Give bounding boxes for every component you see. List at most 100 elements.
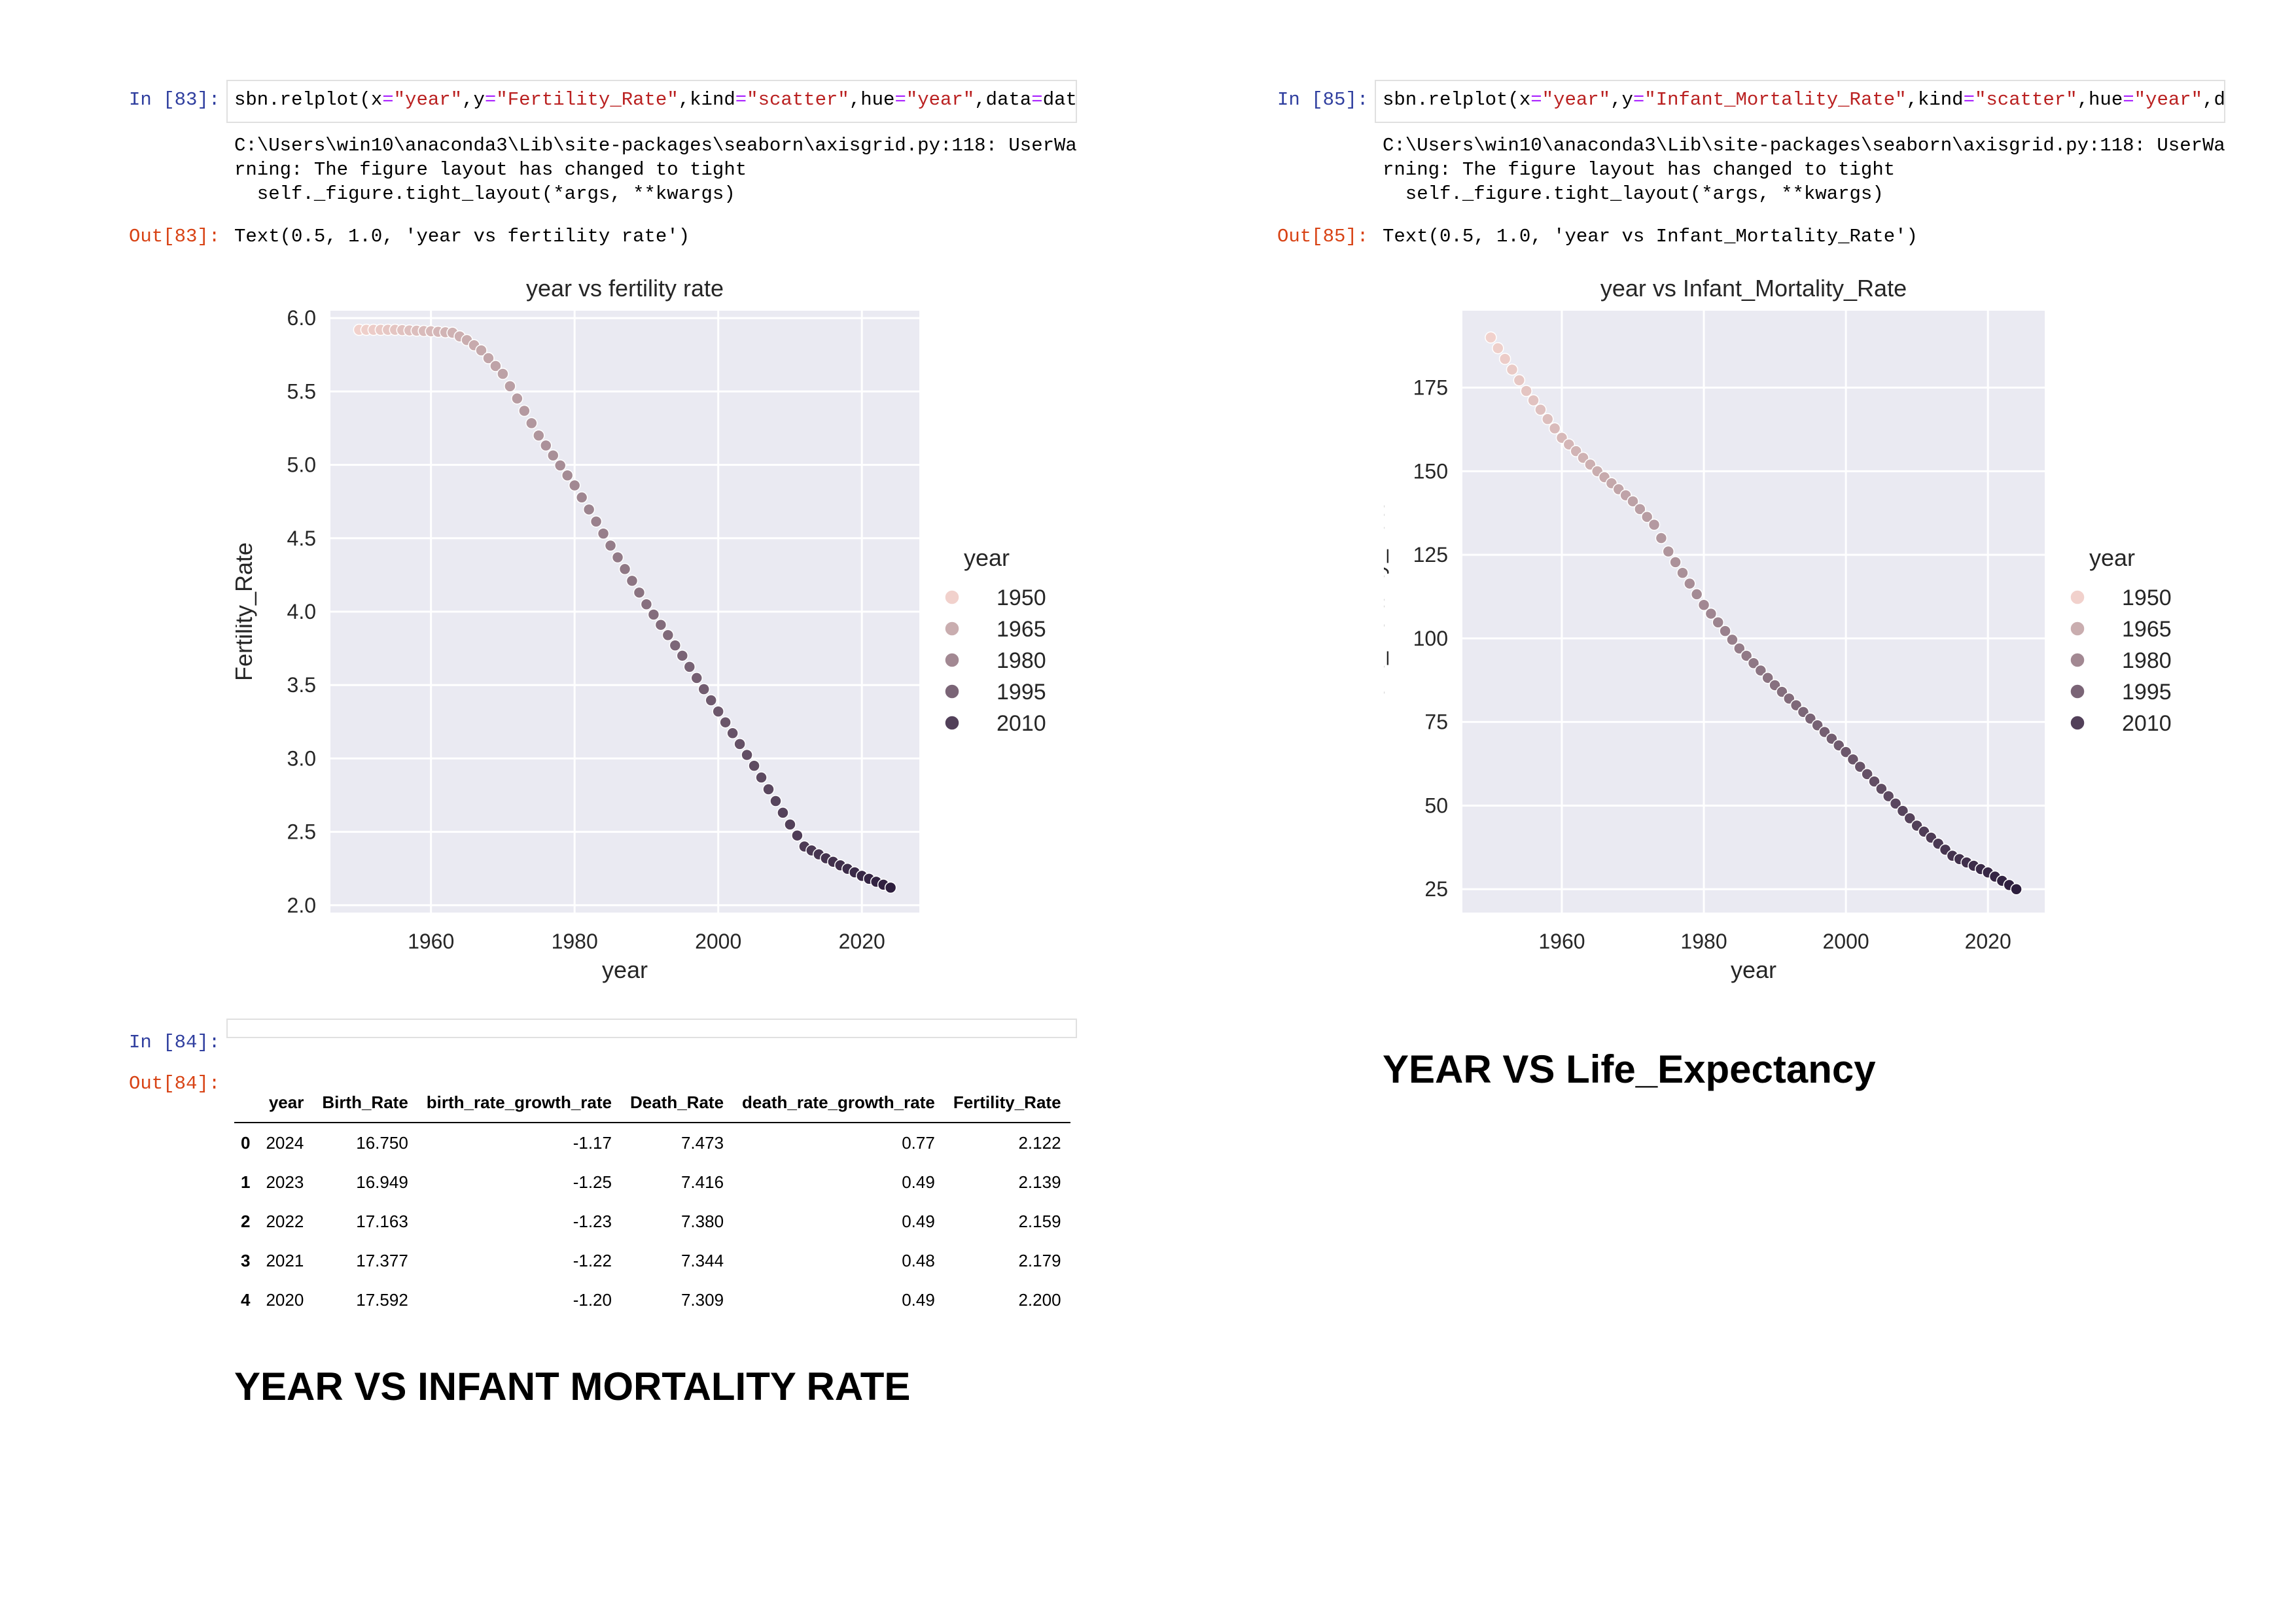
table-cell: 0.48	[902, 1250, 935, 1270]
input-prompt-83: In [83]:	[129, 89, 221, 111]
scatter-point	[1690, 588, 1703, 601]
y-tick-label: 4.0	[287, 600, 316, 623]
legend-marker	[944, 621, 960, 637]
legend-label: 1980	[2122, 648, 2172, 673]
y-tick-label: 3.5	[287, 673, 316, 697]
scatter-point	[1548, 422, 1561, 435]
y-tick-label: 2.5	[287, 820, 316, 844]
scatter-point	[1747, 657, 1760, 669]
scatter-point	[1719, 625, 1731, 637]
table-cell: 17.163	[356, 1211, 408, 1231]
code-token: data,	[1042, 89, 1077, 111]
scatter-point	[647, 608, 660, 621]
row-index: 2	[241, 1211, 251, 1231]
code-token: =	[1633, 89, 1645, 111]
table-cell: 16.750	[356, 1132, 408, 1153]
legend-label: 1950	[997, 585, 1046, 610]
scatter-point	[1740, 650, 1753, 662]
output-text-85: Text(0.5, 1.0, 'year vs Infant_Mortality…	[1383, 226, 1918, 247]
legend-marker	[2070, 589, 2085, 605]
scatter-point	[698, 683, 710, 695]
column-header: Death_Rate	[620, 1083, 733, 1123]
scatter-point	[1754, 664, 1767, 677]
dataframe-table: year Birth_Rate birth_rate_growth_rate Deat…	[234, 1083, 1070, 1312]
code-cell-85[interactable]: sbn.relplot(x="year",y="Infant_Mortality…	[1375, 80, 2225, 123]
legend-marker	[2070, 652, 2085, 668]
table-cell: -1.20	[573, 1289, 612, 1310]
legend-label: 1995	[997, 680, 1046, 705]
scatter-point	[504, 380, 516, 393]
column-header: death_rate_growth_rate	[733, 1083, 944, 1123]
scatter-point	[1733, 642, 1746, 655]
scatter-point	[511, 392, 523, 405]
table-cell: 2022	[266, 1211, 304, 1231]
scatter-point	[1498, 353, 1511, 365]
code-cell-84[interactable]	[226, 1019, 1077, 1038]
scatter-point	[582, 503, 595, 516]
y-tick-label: 100	[1413, 627, 1448, 650]
code-token: "year"	[393, 89, 463, 111]
scatter-point	[1634, 503, 1646, 515]
scatter-point	[769, 795, 782, 807]
output-prompt-83: Out[83]:	[129, 226, 221, 247]
code-token: ,hue	[2077, 89, 2123, 111]
scatter-point	[618, 563, 631, 576]
scatter-point	[1861, 768, 1873, 780]
table-row: 4 2020 17.592 -1.20 7.309 0.49 2.200	[234, 1280, 1070, 1312]
output-prompt-84: Out[84]:	[129, 1073, 221, 1094]
code-token: ,y	[462, 89, 485, 111]
scatter-point	[741, 748, 753, 761]
table-cell: 2024	[266, 1132, 304, 1153]
x-tick-label: 2020	[1965, 930, 2011, 953]
table-row: 0 2024 16.750 -1.17 7.473 0.77 2.122	[234, 1123, 1070, 1162]
stderr-output-83: C:\Users\win10\anaconda3\Lib\site-packag…	[234, 135, 1077, 205]
scatter-point	[1662, 545, 1675, 558]
code-token: ,da	[2202, 89, 2225, 111]
table-cell: 0.49	[902, 1289, 935, 1310]
input-prompt-84: In [84]:	[129, 1032, 221, 1053]
legend-marker	[944, 715, 960, 731]
scatter-point	[791, 829, 804, 842]
table-row: 3 2021 17.377 -1.22 7.344 0.48 2.179	[234, 1241, 1070, 1280]
scatter-point	[1669, 556, 1682, 568]
legend-marker	[2070, 684, 2085, 699]
table-header-row: year Birth_Rate birth_rate_growth_rate Deat…	[234, 1083, 1070, 1123]
y-axis-label: Infant_Mortality_Rate	[1384, 500, 1389, 724]
stderr-output-85: C:\Users\win10\anaconda3\Lib\site-packag…	[1383, 135, 2225, 205]
scatter-point	[1485, 331, 1497, 344]
plot-area	[1462, 311, 2045, 913]
row-index: 4	[241, 1289, 251, 1310]
code-token: "Fertility_Rate"	[496, 89, 679, 111]
table-cell: 7.309	[680, 1289, 724, 1310]
scatter-point	[626, 574, 639, 587]
scatter-point	[1839, 746, 1852, 758]
infant-mortality-scatter-figure: 1960 1980 2000 2020 25 50 75 100 125 150 175 year v…	[1384, 275, 2172, 983]
scatter-point	[540, 439, 552, 452]
table-cell: 0.77	[902, 1132, 935, 1153]
scatter-point	[640, 598, 653, 611]
scatter-point	[884, 881, 897, 894]
y-tick-label: 150	[1413, 459, 1448, 483]
scatter-point	[590, 515, 603, 528]
code-cell-83[interactable]: sbn.relplot(x="year",y="Fertility_Rate",…	[226, 80, 1077, 123]
x-tick-label: 1960	[408, 930, 454, 953]
scatter-point	[633, 586, 646, 599]
chart-title: year vs Infant_Mortality_Rate	[1600, 275, 1907, 302]
scatter-point	[1896, 805, 1909, 817]
scatter-point	[762, 783, 775, 795]
row-index: 3	[241, 1250, 251, 1270]
code-token: sbn.relplot(x	[1383, 89, 1531, 111]
scatter-point	[604, 539, 617, 552]
column-header: birth_rate_growth_rate	[417, 1083, 621, 1123]
scatter-point	[662, 629, 675, 642]
scatter-point	[1704, 607, 1718, 620]
code-token: ,hue	[849, 89, 895, 111]
column-header: Birth_Rate	[313, 1083, 417, 1123]
column-header: year	[256, 1083, 313, 1123]
scatter-point	[611, 551, 624, 564]
table-cell: 17.592	[356, 1289, 408, 1310]
output-text-83: Text(0.5, 1.0, 'year vs fertility rate')	[234, 226, 690, 247]
scatter-point	[1640, 510, 1653, 523]
scatter-point	[1534, 404, 1547, 416]
table-cell: 7.416	[680, 1172, 724, 1192]
